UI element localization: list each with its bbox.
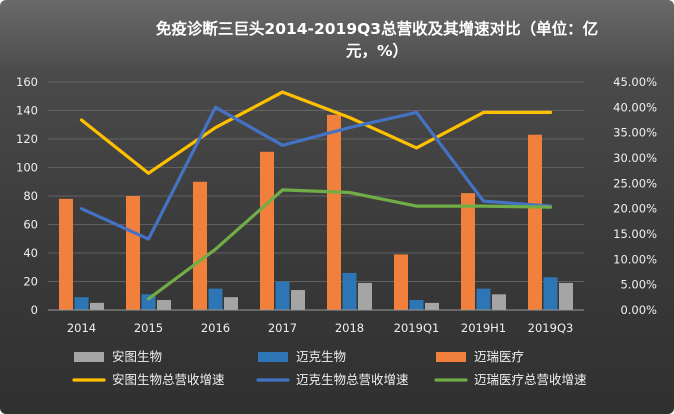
bar-0-4	[327, 114, 341, 311]
chart-title-line1: 免疫诊断三巨头2014-2019Q3总营收及其增速对比（单位：亿	[156, 19, 598, 38]
right-tick-label: 45.00%	[613, 75, 657, 89]
right-tick-label: 15.00%	[613, 227, 657, 241]
left-tick-label: 60	[23, 218, 38, 232]
right-tick-label: 10.00%	[613, 252, 657, 266]
bar-0-3	[260, 151, 274, 310]
legend-label: 迈克生物	[296, 349, 346, 364]
growth-line-0	[79, 90, 553, 175]
bar-2-0	[90, 302, 104, 310]
bar-2-3	[291, 290, 305, 310]
bar-0-0	[59, 198, 73, 310]
legend-entry: 迈克生物	[258, 349, 346, 364]
bar-1-5	[409, 300, 424, 310]
category-label: 2017	[268, 321, 297, 335]
category-label: 2019H1	[461, 321, 506, 335]
bar-2-5	[425, 302, 439, 310]
bar-0-5	[394, 254, 408, 310]
bar-1-0	[74, 297, 89, 310]
bar-0-1	[126, 196, 140, 310]
bar-1-3	[275, 281, 290, 310]
legend-label: 安图生物总营收增速	[112, 372, 225, 387]
left-tick-label: 20	[23, 275, 38, 289]
legend-label: 迈瑞医疗总营收增速	[474, 372, 587, 387]
legend-swatch	[74, 352, 104, 362]
left-tick-label: 80	[23, 189, 38, 203]
legend-label: 迈克生物总营收增速	[296, 372, 409, 387]
legend-swatch	[436, 352, 466, 362]
bars	[59, 114, 573, 311]
bar-2-1	[157, 300, 171, 310]
category-label: 2015	[134, 321, 163, 335]
bar-2-7	[559, 282, 573, 310]
growth-line-1	[79, 105, 553, 241]
legend-label: 迈瑞医疗	[474, 349, 524, 364]
legend-entry: 迈克生物总营收增速	[256, 372, 409, 387]
bar-1-2	[208, 288, 223, 310]
category-label: 2019Q1	[394, 321, 440, 335]
legend-entry: 迈瑞医疗总营收增速	[434, 372, 587, 387]
bar-0-6	[461, 193, 475, 310]
left-tick-label: 100	[16, 161, 38, 175]
growth-line-2	[146, 188, 553, 301]
category-label: 2018	[335, 321, 364, 335]
right-tick-label: 40.00%	[613, 100, 657, 114]
left-tick-label: 120	[16, 132, 38, 146]
right-tick-label: 5.00%	[620, 278, 657, 292]
legend-entry: 安图生物总营收增速	[72, 372, 225, 387]
bar-1-7	[543, 277, 558, 310]
bar-2-6	[492, 294, 506, 310]
left-tick-label: 140	[16, 104, 38, 118]
legend-entry: 迈瑞医疗	[436, 349, 524, 364]
bar-1-4	[342, 272, 357, 310]
left-tick-label: 0	[31, 303, 38, 317]
category-label: 2014	[67, 321, 96, 335]
legend-swatch	[258, 352, 288, 362]
left-tick-label: 40	[23, 246, 38, 260]
left-tick-label: 160	[16, 75, 38, 89]
category-label: 2016	[201, 321, 230, 335]
right-tick-label: 0.00%	[620, 303, 657, 317]
bar-2-2	[224, 297, 238, 310]
bar-2-4	[358, 282, 372, 310]
legend-entry: 安图生物	[74, 349, 162, 364]
growth-lines	[79, 90, 553, 301]
bar-1-6	[476, 288, 491, 310]
axes: 0 20 40 60 80 100 120 140 160 0.00% 5.00% 10.00% 15.…	[16, 75, 657, 335]
chart-title-line2: 元，%）	[346, 42, 408, 60]
right-tick-label: 35.00%	[613, 126, 657, 140]
legend-label: 安图生物	[112, 349, 162, 364]
right-tick-label: 25.00%	[613, 176, 657, 190]
category-label: 2019Q3	[528, 321, 574, 335]
bar-0-7	[528, 134, 542, 310]
right-tick-label: 30.00%	[613, 151, 657, 165]
right-tick-label: 20.00%	[613, 202, 657, 216]
bar-0-2	[193, 181, 207, 310]
